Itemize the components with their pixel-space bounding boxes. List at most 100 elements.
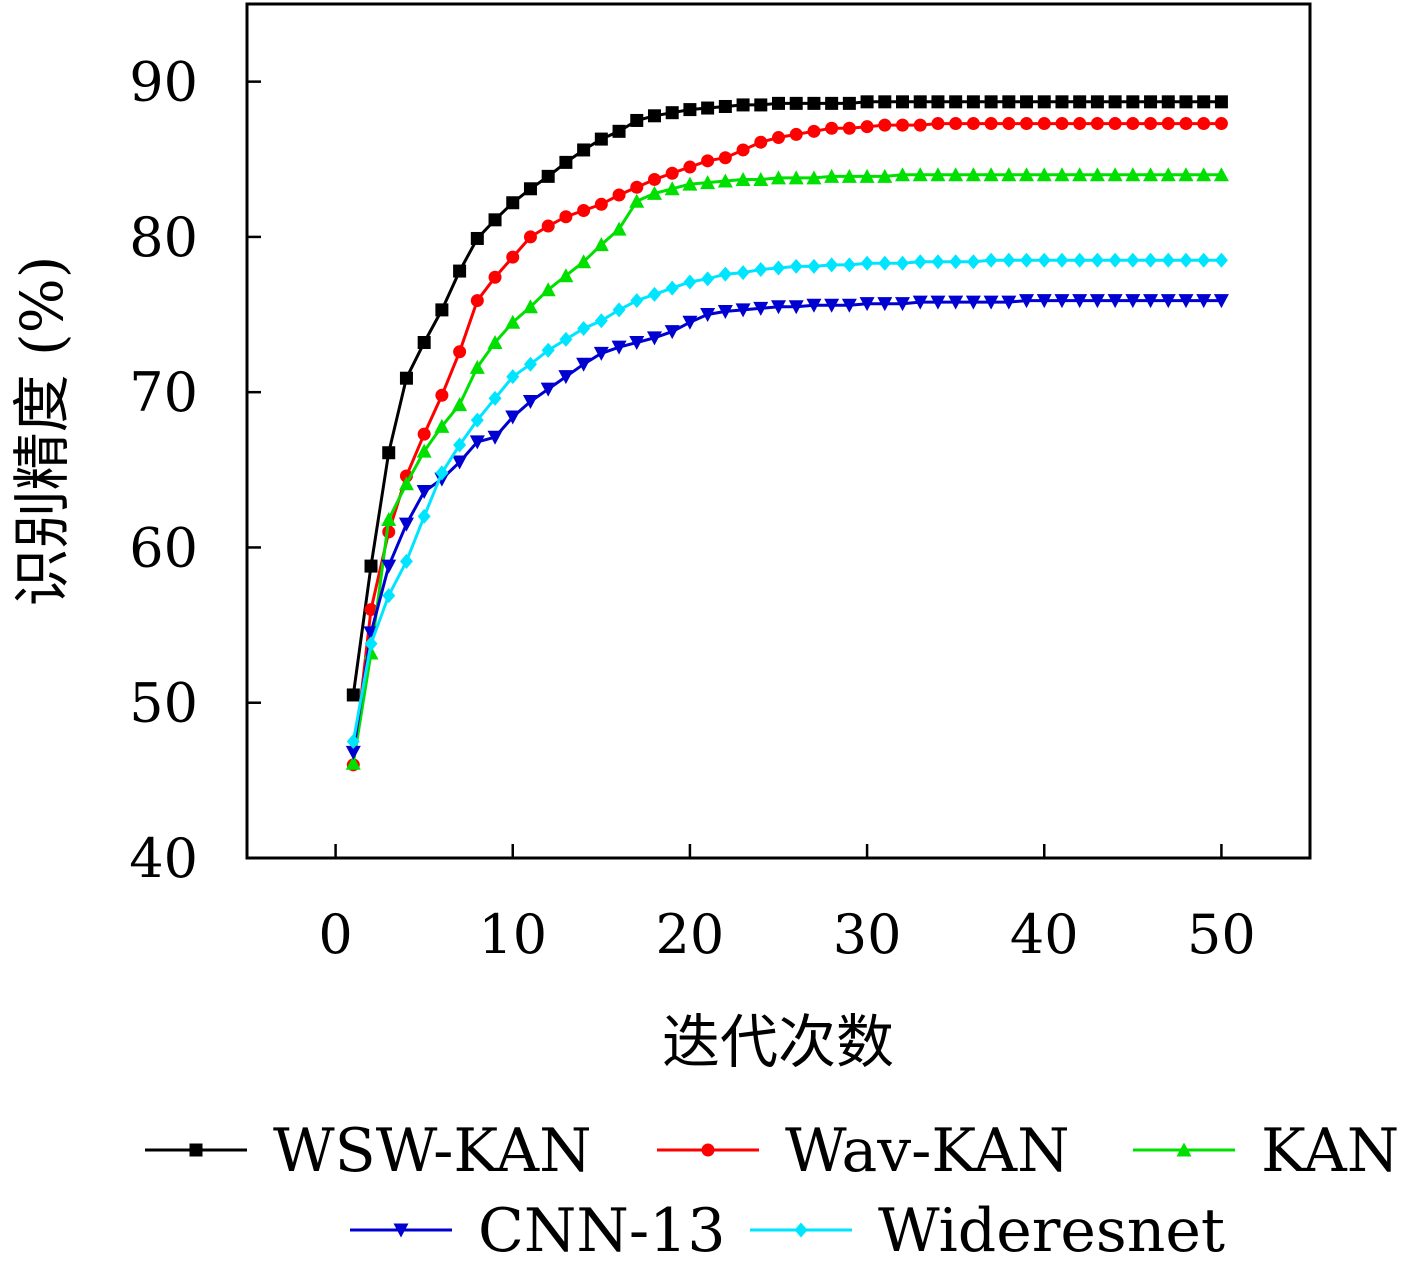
data-point [877, 297, 893, 312]
data-point [1179, 95, 1193, 109]
data-point [540, 282, 556, 297]
legend-item: Wav-KAN [657, 1116, 1070, 1186]
data-point [346, 688, 360, 702]
data-point [700, 175, 716, 190]
data-point [1126, 95, 1140, 109]
data-point [435, 465, 449, 481]
data-point [896, 95, 910, 109]
data-point [1090, 95, 1104, 109]
data-point [966, 254, 980, 270]
series-wav-kan [346, 117, 1228, 772]
data-point [718, 266, 732, 282]
data-point [469, 359, 485, 374]
data-point [877, 168, 893, 183]
data-point [506, 196, 520, 210]
data-point [948, 295, 964, 310]
data-point [1144, 95, 1158, 109]
data-point [398, 476, 414, 491]
data-point [522, 394, 538, 409]
data-point [1126, 117, 1140, 131]
plot-frame [245, 2, 1312, 860]
data-point [806, 298, 822, 313]
data-point [1090, 252, 1104, 268]
data-point [1143, 167, 1159, 182]
data-point [913, 254, 927, 270]
data-point [860, 95, 874, 109]
legend-label: Wideresnet [878, 1196, 1225, 1266]
data-point [931, 95, 945, 109]
data-point [1055, 117, 1069, 131]
data-point [1020, 117, 1034, 131]
data-point [930, 295, 946, 310]
data-point [364, 603, 378, 617]
data-point [506, 250, 520, 264]
data-point [984, 252, 998, 268]
series-line [351, 258, 1222, 742]
data-point [470, 294, 484, 308]
data-point [841, 168, 857, 183]
data-point [771, 170, 786, 185]
data-point [772, 96, 785, 110]
data-point [825, 257, 839, 273]
data-point [665, 280, 679, 296]
data-point [594, 313, 608, 329]
data-point [505, 410, 521, 425]
data-point [364, 636, 378, 652]
data-point [435, 303, 449, 317]
data-point [647, 172, 661, 186]
data-point [1213, 167, 1229, 182]
data-point [647, 286, 661, 302]
data-point [878, 118, 892, 132]
data-point [506, 369, 520, 385]
data-point [382, 446, 396, 460]
data-point [1213, 294, 1229, 309]
data-point [789, 127, 803, 141]
data-point [1143, 294, 1159, 309]
data-point [771, 300, 786, 315]
legend-label: WSW-KAN [273, 1116, 592, 1186]
y-axis: 40 50 60 70 80 90 [129, 51, 261, 890]
data-point [1019, 294, 1035, 309]
data-point [593, 237, 609, 252]
data-point [1178, 167, 1194, 182]
data-point [523, 230, 537, 244]
data-point [896, 118, 910, 132]
data-point [717, 304, 733, 319]
data-point [896, 255, 910, 271]
y-tick-label: 50 [129, 672, 198, 735]
data-point [577, 204, 591, 218]
data-point [487, 334, 503, 349]
data-point [470, 412, 484, 428]
series-line [351, 100, 1222, 696]
data-point [522, 299, 538, 314]
data-point [346, 734, 360, 750]
data-point [453, 437, 467, 453]
data-point [594, 197, 608, 211]
data-point [416, 443, 432, 458]
data-point [701, 271, 715, 287]
data-point [381, 559, 397, 574]
data-point [983, 167, 999, 182]
data-point [983, 295, 999, 310]
data-point [630, 293, 644, 309]
data-point [576, 254, 592, 269]
data-point [452, 397, 468, 412]
series-line [351, 173, 1222, 764]
data-point [416, 485, 432, 500]
data-point [1126, 252, 1140, 268]
data-point [1073, 252, 1087, 268]
legend-swatch-marker [1176, 1142, 1192, 1157]
data-point [1055, 252, 1069, 268]
data-point [488, 270, 502, 284]
data-point [754, 262, 768, 278]
data-point [1072, 294, 1088, 309]
data-point [594, 132, 608, 146]
data-point [612, 302, 626, 318]
series-kan [345, 167, 1229, 770]
data-point [1179, 117, 1193, 131]
data-point [612, 124, 626, 138]
data-point [1160, 167, 1176, 182]
data-point [912, 295, 928, 310]
y-tick-label: 40 [129, 827, 198, 890]
data-point [895, 297, 911, 312]
